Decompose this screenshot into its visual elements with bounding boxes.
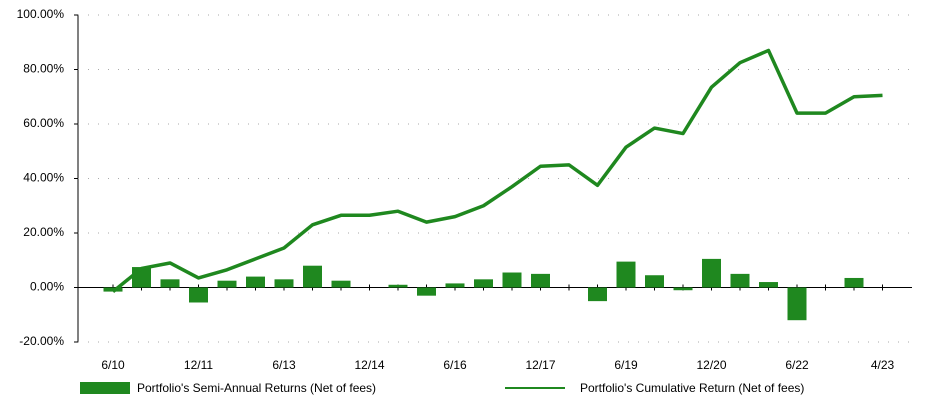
- legend-swatch: [80, 382, 130, 394]
- bar: [787, 287, 807, 321]
- bar: [702, 258, 721, 288]
- bar: [759, 282, 778, 288]
- bar: [474, 279, 493, 288]
- y-tick-label: 20.00%: [23, 225, 64, 239]
- bar: [388, 284, 408, 288]
- bar: [445, 283, 465, 288]
- bar: [303, 265, 322, 288]
- bar: [588, 287, 607, 302]
- bar: [616, 261, 636, 288]
- bar: [217, 280, 237, 288]
- bar: [673, 287, 693, 291]
- bar: [502, 272, 522, 288]
- bar: [645, 275, 664, 288]
- legend-label: Portfolio's Semi-Annual Returns (Net of …: [137, 381, 376, 395]
- x-tick-label: 6/10: [101, 358, 125, 372]
- x-tick-label: 12/11: [184, 358, 213, 372]
- y-tick-label: 100.00%: [17, 7, 65, 21]
- x-tick-label: 12/20: [696, 358, 726, 372]
- bar: [189, 287, 208, 303]
- bar: [844, 277, 864, 288]
- x-tick-label: 12/17: [525, 358, 555, 372]
- y-tick-label: 0.00%: [30, 280, 64, 294]
- y-tick-label: 80.00%: [23, 62, 64, 76]
- bar: [730, 273, 750, 288]
- x-tick-label: 6/13: [272, 358, 296, 372]
- y-tick-label: 60.00%: [23, 116, 64, 130]
- bar: [531, 273, 550, 288]
- bar: [331, 280, 351, 288]
- bar: [274, 279, 294, 288]
- bar: [246, 276, 265, 288]
- x-tick-label: 6/22: [785, 358, 809, 372]
- y-tick-label: -20.00%: [19, 334, 64, 348]
- x-tick-label: 4/23: [871, 358, 895, 372]
- x-tick-label: 12/14: [354, 358, 384, 372]
- line: [111, 48, 883, 293]
- bar: [160, 279, 180, 288]
- x-tick-label: 6/16: [443, 358, 467, 372]
- x-tick-label: 6/19: [614, 358, 638, 372]
- legend-label: Portfolio's Cumulative Return (Net of fe…: [580, 381, 804, 395]
- bar: [417, 287, 436, 296]
- y-tick-label: 40.00%: [23, 171, 64, 185]
